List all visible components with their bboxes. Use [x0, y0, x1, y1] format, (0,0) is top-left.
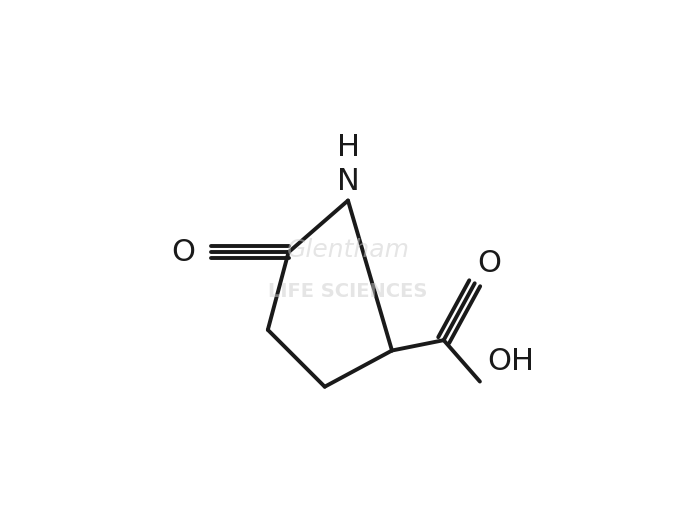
Text: O: O	[171, 238, 196, 267]
Text: LIFE SCIENCES: LIFE SCIENCES	[269, 281, 427, 301]
Text: N: N	[337, 167, 359, 197]
Text: O: O	[477, 249, 501, 278]
Text: OH: OH	[488, 347, 535, 376]
Text: H: H	[336, 133, 360, 162]
Text: Glentham: Glentham	[287, 238, 409, 262]
